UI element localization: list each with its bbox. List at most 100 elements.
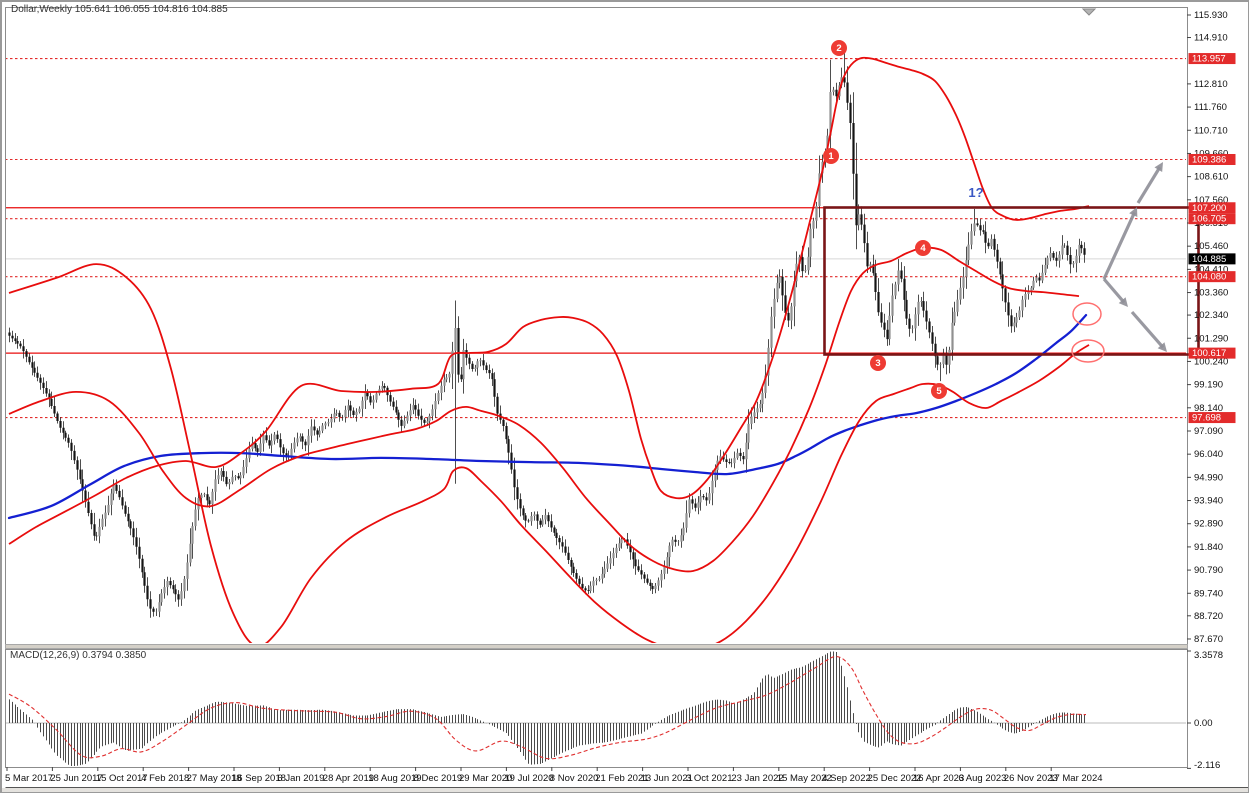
price-tick-label: 102.340 <box>1194 310 1228 321</box>
date-tick-label: 23 Jan 2022 <box>731 773 783 784</box>
wave-number-text: 1 <box>828 151 834 162</box>
date-tick-label: 8 Dec 2019 <box>414 773 463 784</box>
wave-circle-icon <box>823 148 839 164</box>
date-tick-label: 16 Apr 2023 <box>913 773 964 784</box>
red-band-line-red_b[interactable] <box>8 246 1080 573</box>
price-tick-label: 104.410 <box>1194 264 1228 275</box>
price-tick-label: 88.720 <box>1194 611 1223 622</box>
red-band-line-red_a[interactable] <box>8 263 1090 650</box>
price-tick-label: 103.360 <box>1194 288 1228 299</box>
main-chart-pane[interactable] <box>5 7 1188 645</box>
macd-tick-label: -2.116 <box>1194 760 1220 771</box>
price-chart-area[interactable] <box>5 44 1187 649</box>
wave-number-marker[interactable]: 4 <box>915 240 931 256</box>
macd-pane[interactable] <box>5 649 1188 768</box>
price-tick-label: 105.460 <box>1194 241 1228 252</box>
macd-axis[interactable]: 3.3578 0.00 -2.116 <box>1187 650 1223 771</box>
wave-question-label[interactable]: 1? <box>968 185 983 200</box>
date-tick-label: 17 Mar 2024 <box>1049 773 1102 784</box>
date-tick-label: 4 Feb 2018 <box>141 773 189 784</box>
wave-number-text: 5 <box>936 386 942 397</box>
price-level-badge <box>1188 213 1236 225</box>
price-level-badge <box>1188 347 1236 359</box>
price-level-badge-text: 100.617 <box>1192 348 1226 359</box>
wave-number-text: 2 <box>836 43 841 54</box>
price-tick-label: 107.560 <box>1194 195 1228 206</box>
price-tick-label: 89.740 <box>1194 588 1223 599</box>
price-level-badge-text: 97.698 <box>1192 413 1221 424</box>
price-tick-label: 114.910 <box>1194 33 1228 44</box>
price-level-badge <box>1188 253 1236 265</box>
wave-circle-icon <box>931 383 947 399</box>
arrowhead-icon <box>1129 207 1138 218</box>
price-level-badge <box>1188 153 1236 165</box>
red-band-line-red_c[interactable] <box>8 56 1090 545</box>
price-level-badge-text: 104.885 <box>1192 254 1226 265</box>
price-level-badge-text: 109.386 <box>1192 154 1226 165</box>
wave-circle-icon <box>870 355 886 371</box>
date-tick-label: 4 Sep 2022 <box>822 773 871 784</box>
price-level-badge <box>1188 412 1236 424</box>
arrowhead-icon <box>1154 162 1163 173</box>
price-tick-label: 96.040 <box>1194 449 1223 460</box>
date-tick-label: 18 Aug 2019 <box>368 773 421 784</box>
price-tick-label: 97.090 <box>1194 426 1223 437</box>
price-tick-label: 90.790 <box>1194 565 1223 576</box>
arrowhead-icon <box>1157 342 1167 352</box>
price-level-badge <box>1188 53 1236 65</box>
price-tick-label: 112.810 <box>1194 79 1228 90</box>
price-level-badge-text: 107.200 <box>1192 203 1226 214</box>
macd-chart-area[interactable] <box>5 651 1187 767</box>
arrowhead-icon <box>1118 297 1128 307</box>
highlight-ellipse[interactable] <box>1071 339 1105 363</box>
pane-splitter[interactable] <box>5 644 1188 649</box>
price-tick-label: 99.190 <box>1194 380 1223 391</box>
wave-number-marker[interactable]: 1 <box>823 148 839 164</box>
wave-number-text: 4 <box>920 243 926 254</box>
date-tick-label: 28 Apr 2019 <box>323 773 374 784</box>
macd-tick-label: 0.00 <box>1194 718 1213 729</box>
macd-signal-line[interactable] <box>8 655 1087 760</box>
price-tick-label: 109.660 <box>1194 148 1228 159</box>
date-tick-label: 27 May 2018 <box>187 773 242 784</box>
price-tick-label: 115.930 <box>1194 10 1228 21</box>
date-tick-label: 21 Feb 2021 <box>595 773 648 784</box>
date-tick-label: 6 Jan 2019 <box>277 773 324 784</box>
scenario-arrow[interactable] <box>1136 162 1163 204</box>
wave-circle-icon <box>831 40 847 56</box>
scenario-arrow[interactable] <box>1130 310 1167 352</box>
scenario-arrow[interactable] <box>1102 207 1138 280</box>
price-tick-label: 98.140 <box>1194 403 1223 414</box>
price-level-badge <box>1188 202 1236 214</box>
date-tick-label: 25 Dec 2022 <box>868 773 922 784</box>
price-tick-label: 91.840 <box>1194 542 1223 553</box>
date-tick-label: 16 Sep 2018 <box>232 773 286 784</box>
price-tick-label: 93.940 <box>1194 496 1223 507</box>
wave-number-marker[interactable]: 2 <box>831 40 847 56</box>
highlight-ellipse[interactable] <box>1072 302 1102 326</box>
wave-number-marker[interactable]: 3 <box>870 355 886 371</box>
price-level-badge-text: 104.080 <box>1192 272 1226 283</box>
scenario-arrow[interactable] <box>1102 277 1128 307</box>
macd-tick-label: 3.3578 <box>1194 650 1223 661</box>
date-tick-label: 13 Jun 2021 <box>641 773 693 784</box>
date-tick-label: 15 Oct 2017 <box>96 773 148 784</box>
chart-shift-marker-icon[interactable] <box>1081 8 1097 16</box>
price-tick-label: 94.990 <box>1194 472 1223 483</box>
price-tick-label: 92.890 <box>1194 519 1223 530</box>
wave-number-text: 3 <box>875 358 880 369</box>
price-tick-label: 101.290 <box>1194 333 1228 344</box>
price-level-badge-text: 106.705 <box>1192 214 1226 225</box>
date-tick-label: 29 Mar 2020 <box>459 773 512 784</box>
date-tick-label: 5 Mar 2017 <box>5 773 53 784</box>
price-axis[interactable]: 115.930 114.910 112.810 111.760 110.710 109.6… <box>1187 10 1236 645</box>
date-tick-label: 15 May 2022 <box>777 773 832 784</box>
date-tick-label: 25 Jun 2017 <box>50 773 102 784</box>
price-tick-label: 100.240 <box>1194 356 1228 367</box>
price-tick-label: 110.710 <box>1194 125 1228 136</box>
date-tick-label: 26 Nov 2023 <box>1004 773 1058 784</box>
price-tick-label: 111.760 <box>1194 102 1227 113</box>
wave-number-marker[interactable]: 5 <box>931 383 947 399</box>
